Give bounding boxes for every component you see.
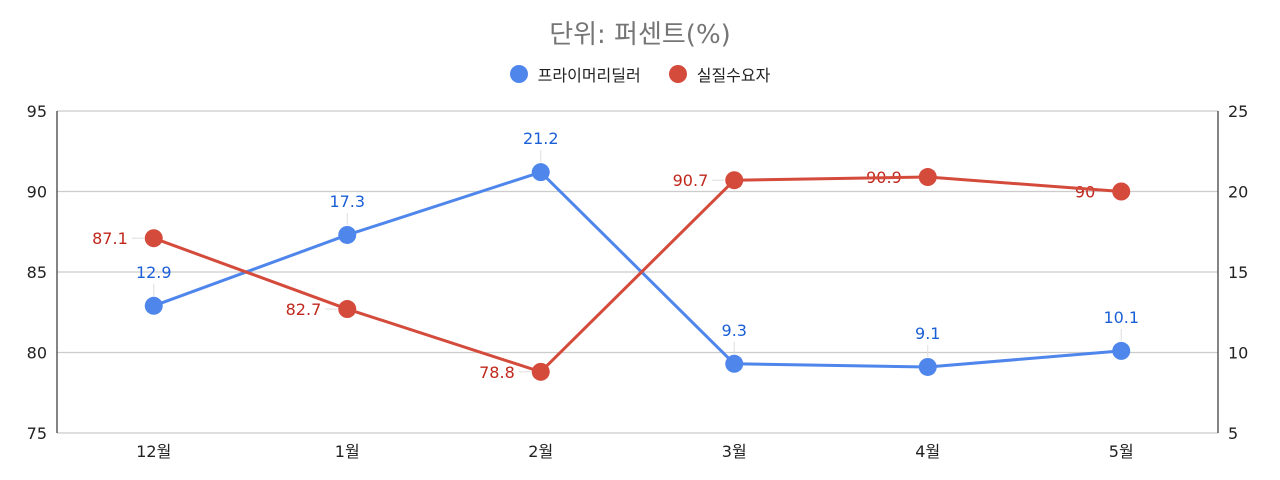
x-tick: 3월 bbox=[722, 442, 747, 461]
y-right-tick: 10 bbox=[1228, 344, 1248, 363]
y-right-tick: 5 bbox=[1228, 424, 1238, 443]
data-point[interactable] bbox=[144, 296, 163, 315]
data-label: 78.8 bbox=[479, 363, 515, 382]
data-label: 87.1 bbox=[92, 229, 128, 248]
y-left-tick: 85 bbox=[27, 263, 47, 282]
data-label: 82.7 bbox=[286, 300, 322, 319]
data-point[interactable] bbox=[531, 163, 550, 182]
legend-label: 실질수요자 bbox=[696, 66, 771, 85]
x-tick: 5월 bbox=[1109, 442, 1134, 461]
y-right-tick: 15 bbox=[1228, 263, 1248, 282]
legend-item-end-user[interactable]: 실질수요자 bbox=[668, 62, 771, 86]
legend: 프라이머리딜러 실질수요자 bbox=[0, 62, 1280, 86]
legend-label: 프라이머리딜러 bbox=[537, 66, 641, 85]
data-point[interactable] bbox=[144, 229, 163, 248]
data-label: 9.1 bbox=[915, 324, 940, 343]
y-left-tick: 80 bbox=[27, 344, 47, 363]
data-point[interactable] bbox=[725, 171, 744, 190]
series-line bbox=[153, 170, 1122, 369]
data-label: 10.1 bbox=[1103, 308, 1139, 327]
data-point[interactable] bbox=[1112, 182, 1131, 201]
data-point[interactable] bbox=[918, 357, 937, 376]
data-label: 17.3 bbox=[329, 192, 365, 211]
data-label: 9.3 bbox=[722, 321, 747, 340]
data-point[interactable] bbox=[1112, 341, 1131, 360]
y-right-tick: 20 bbox=[1228, 183, 1248, 202]
data-label: 21.2 bbox=[523, 129, 559, 148]
data-point[interactable] bbox=[918, 168, 937, 187]
chart-title: 단위: 퍼센트(%) bbox=[549, 20, 731, 50]
x-tick: 1월 bbox=[335, 442, 360, 461]
series-line bbox=[153, 175, 1122, 374]
data-point[interactable] bbox=[338, 300, 357, 319]
y-left-tick: 90 bbox=[27, 183, 47, 202]
data-label: 12.9 bbox=[136, 263, 172, 282]
legend-item-primary-dealer[interactable]: 프라이머리딜러 bbox=[509, 62, 641, 86]
y-left-tick: 95 bbox=[27, 102, 47, 121]
data-point[interactable] bbox=[531, 362, 550, 381]
y-left-tick: 75 bbox=[27, 424, 47, 443]
data-label: 90.7 bbox=[673, 171, 709, 190]
y-right-tick: 25 bbox=[1228, 102, 1248, 121]
legend-dot-icon bbox=[668, 65, 687, 83]
legend-dot-icon bbox=[509, 65, 528, 83]
x-tick: 2월 bbox=[528, 442, 553, 461]
x-tick: 4월 bbox=[915, 442, 940, 461]
data-point[interactable] bbox=[725, 354, 744, 373]
data-label: 90 bbox=[1075, 183, 1095, 202]
x-tick: 12월 bbox=[136, 442, 171, 461]
data-point[interactable] bbox=[338, 225, 357, 244]
